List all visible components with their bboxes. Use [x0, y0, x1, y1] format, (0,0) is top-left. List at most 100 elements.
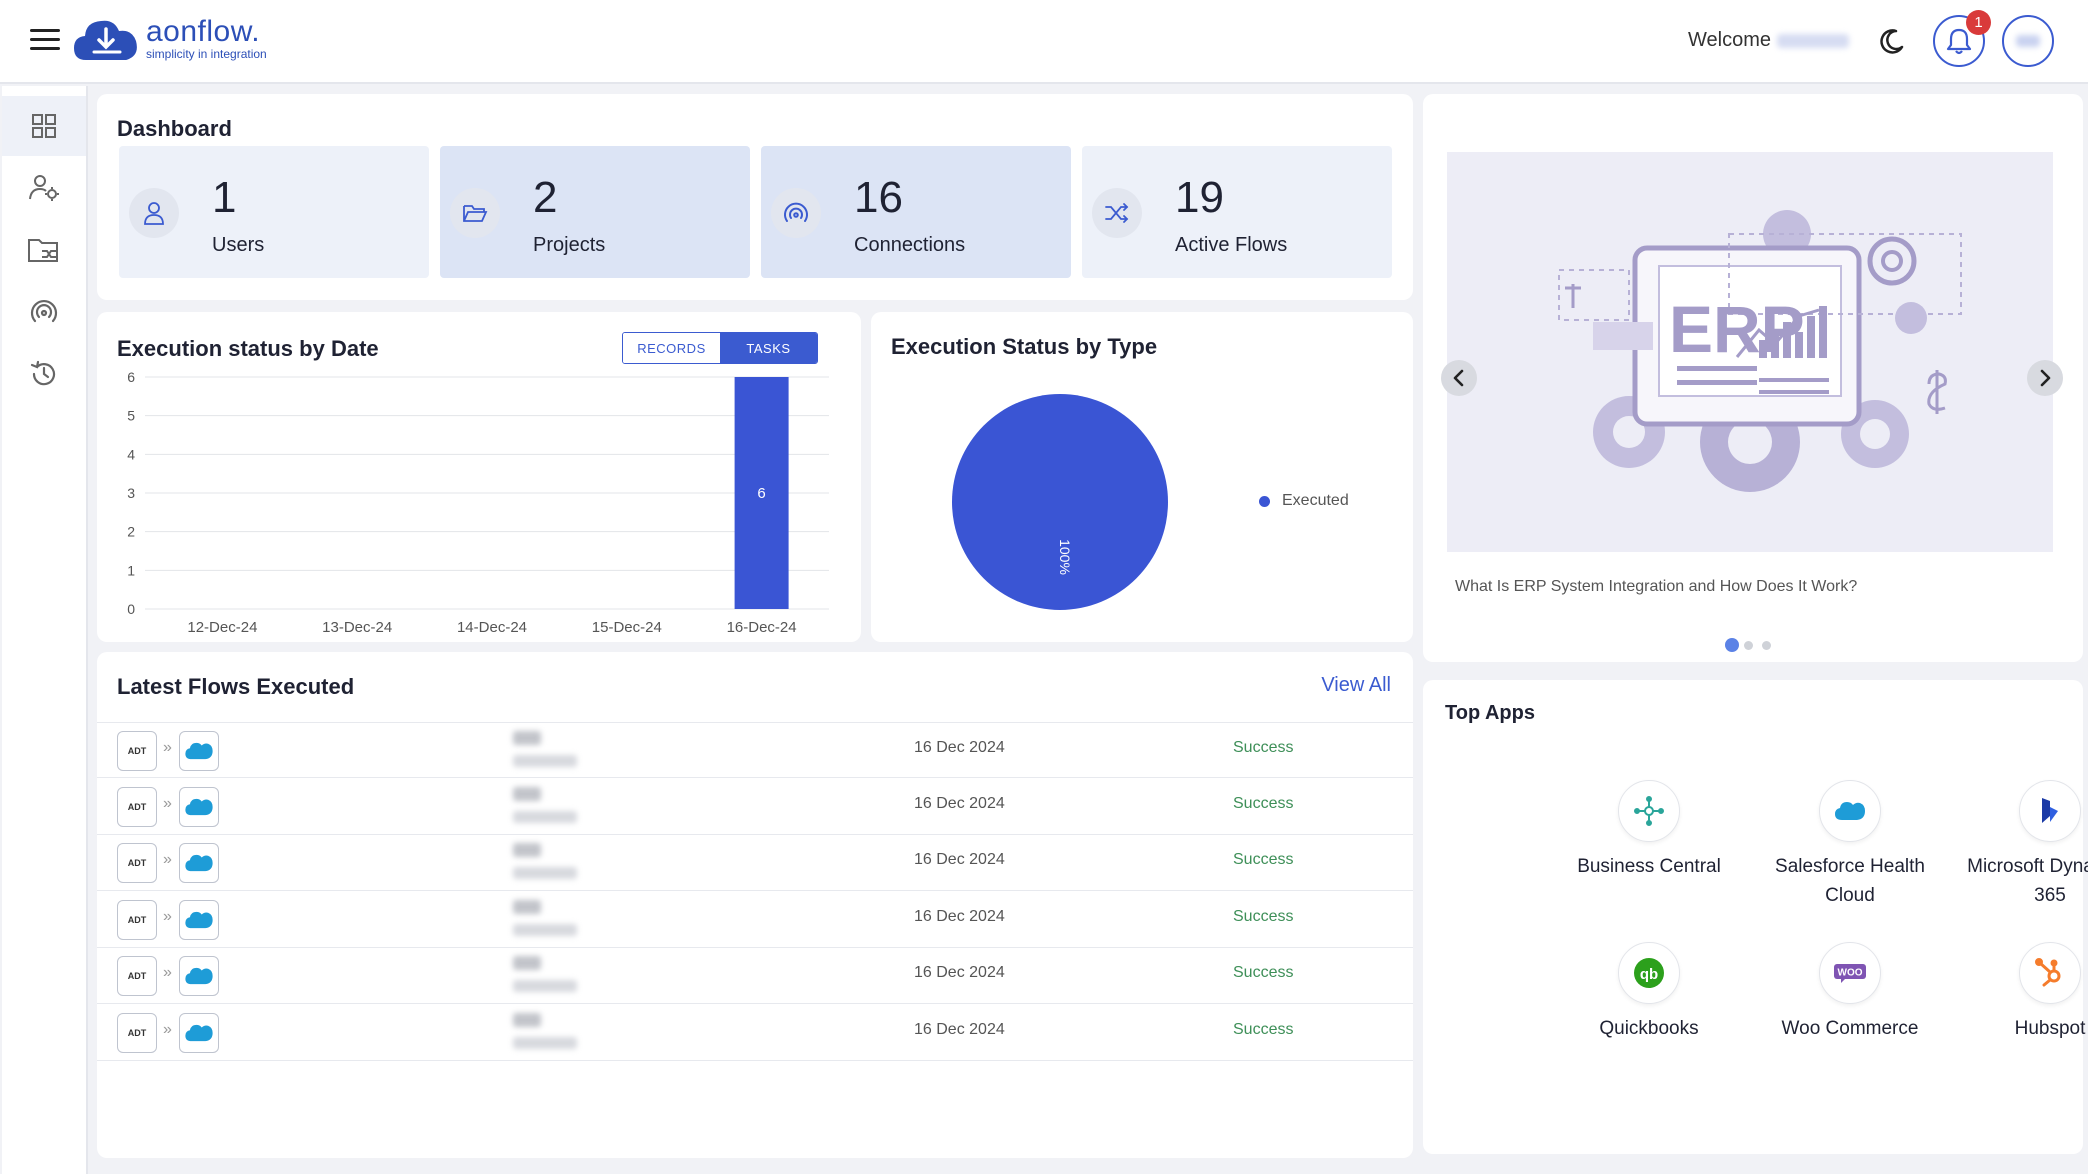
welcome-label: Welcome: [1688, 29, 1771, 51]
adt-label: ADT: [127, 746, 147, 756]
salesforce-icon: [179, 899, 219, 940]
salesforce-icon: [179, 843, 219, 883]
records-toggle-button[interactable]: RECORDS: [623, 333, 720, 363]
business-central-icon: [1618, 780, 1680, 842]
chevron-right-icon: [2040, 369, 2051, 387]
tasks-toggle-button[interactable]: TASKS: [720, 333, 817, 363]
flow-status: Success: [1233, 1020, 1294, 1038]
y-tick-label: 3: [127, 485, 135, 501]
sidebar-item-history[interactable]: [2, 344, 86, 404]
stat-users[interactable]: 1 Users: [119, 146, 429, 278]
dashboard-grid-icon: [32, 114, 56, 138]
carousel-prev-button[interactable]: [1441, 360, 1477, 396]
y-tick-label: 1: [127, 562, 135, 578]
salesforce-icon: [1819, 780, 1881, 842]
double-chevron-icon: »: [163, 739, 172, 756]
flow-name-redacted: [513, 843, 541, 857]
logo[interactable]: aonflow. simplicity in integration: [72, 16, 267, 62]
adt-file-icon: ADT: [117, 731, 157, 771]
y-tick-label: 2: [127, 524, 135, 540]
flow-status: Success: [1233, 851, 1294, 868]
execution-by-type-card: Execution Status by Type 100% Executed: [871, 312, 1413, 642]
table-row[interactable]: ADT » 16 Dec 2024 Success: [97, 722, 1413, 778]
chevron-left-icon: [1453, 369, 1464, 387]
app-microsoft-dynamics-365[interactable]: Microsoft Dynamics 365: [1950, 780, 2088, 910]
cloud-logo-icon: [74, 20, 137, 60]
flow-name-redacted: [513, 956, 541, 970]
sidebar-item-connections[interactable]: [2, 282, 86, 342]
carousel-dot-1[interactable]: [1725, 638, 1739, 652]
logo-name: aonflow.: [146, 15, 261, 48]
x-tick-label: 13-Dec-24: [322, 619, 392, 636]
flow-date: 16 Dec 2024: [914, 907, 1005, 925]
erp-illustration: ERP: [1558, 210, 1962, 492]
latest-flows-card: Latest Flows Executed View All ADT » 16 De…: [97, 652, 1413, 1158]
stat-label: Users: [212, 234, 265, 256]
connections-icon: [771, 188, 821, 238]
flow-date: 16 Dec 2024: [914, 794, 1005, 812]
y-tick-label: 6: [127, 369, 135, 385]
carousel-dot-3[interactable]: [1762, 641, 1771, 650]
stat-projects[interactable]: 2 Projects: [440, 146, 750, 278]
x-tick-label: 15-Dec-24: [592, 619, 662, 636]
flow-date: 16 Dec 2024: [914, 851, 1005, 868]
table-row[interactable]: ADT » 16 Dec 2024 Success: [97, 835, 1413, 891]
adt-label: ADT: [127, 858, 147, 868]
notifications-button[interactable]: [1933, 15, 1985, 67]
dark-mode-icon[interactable]: [1876, 26, 1906, 56]
view-all-link[interactable]: View All: [1321, 674, 1391, 696]
sidebar: [2, 86, 88, 1174]
sidebar-item-dashboard[interactable]: [2, 96, 86, 156]
stat-label: Connections: [854, 234, 966, 256]
flow-project-redacted: [513, 1036, 577, 1049]
app-quickbooks[interactable]: qb Quickbooks: [1549, 942, 1749, 1043]
hubspot-icon: [2019, 942, 2081, 1004]
flow-date: 16 Dec 2024: [914, 739, 1005, 756]
double-chevron-icon: »: [163, 964, 172, 981]
adt-file-icon: ADT: [117, 786, 157, 827]
stat-active-flows[interactable]: 19 Active Flows: [1082, 146, 1392, 278]
carousel-image[interactable]: ERP: [1447, 152, 2053, 552]
flow-status: Success: [1233, 739, 1294, 756]
app-hubspot[interactable]: Hubspot: [1950, 942, 2088, 1043]
carousel-next-button[interactable]: [2027, 360, 2063, 396]
bell-icon: [1946, 28, 1972, 55]
table-row[interactable]: ADT » 16 Dec 2024 Success: [97, 1005, 1413, 1061]
double-chevron-icon: »: [163, 851, 172, 868]
adt-label: ADT: [127, 1027, 147, 1038]
flow-project-redacted: [513, 755, 577, 767]
table-row[interactable]: ADT » 16 Dec 2024 Success: [97, 779, 1413, 835]
bar-chart: 0 1 2 3 4 5 6 12-Dec-24 13-Dec-24 14-Dec-24 15-Dec…: [127, 369, 829, 636]
stat-value: 2: [533, 173, 558, 222]
y-tick-label: 4: [127, 446, 135, 462]
stat-connections[interactable]: 16 Connections: [761, 146, 1071, 278]
bar[interactable]: [734, 377, 789, 609]
flow-date: 16 Dec 2024: [914, 964, 1005, 981]
flow-status: Success: [1233, 964, 1294, 981]
flow-status: Success: [1233, 907, 1294, 925]
pie-slice[interactable]: [952, 394, 1168, 610]
sidebar-item-users[interactable]: [2, 158, 86, 218]
table-row[interactable]: ADT » 16 Dec 2024 Success: [97, 892, 1413, 948]
flow-status: Success: [1233, 794, 1294, 812]
double-chevron-icon: »: [163, 1020, 172, 1038]
y-tick-label: 5: [127, 408, 135, 424]
sidebar-item-projects[interactable]: [2, 220, 86, 280]
carousel-dot-2[interactable]: [1744, 641, 1753, 650]
flow-name-redacted: [513, 1012, 541, 1027]
x-tick-label: 16-Dec-24: [727, 619, 797, 636]
app-business-central[interactable]: Business Central: [1549, 780, 1749, 881]
menu-icon[interactable]: [30, 29, 60, 53]
flow-project-redacted: [513, 980, 577, 992]
welcome-text: Welcome: [1688, 29, 1849, 52]
app-salesforce-health-cloud[interactable]: Salesforce Health Cloud: [1750, 780, 1950, 910]
avatar[interactable]: [2002, 15, 2054, 67]
dashboard-card: Dashboard 1 Users 2 Projects 16 Connecti…: [97, 94, 1413, 300]
y-tick-label: 0: [127, 601, 135, 617]
carousel-caption[interactable]: What Is ERP System Integration and How D…: [1455, 578, 1858, 595]
table-row[interactable]: ADT » 16 Dec 2024 Success: [97, 948, 1413, 1004]
connections-icon: [30, 299, 58, 323]
folder-icon: [450, 188, 500, 238]
flow-date: 16 Dec 2024: [914, 1020, 1005, 1038]
app-woo-commerce[interactable]: WOO Woo Commerce: [1750, 942, 1950, 1043]
